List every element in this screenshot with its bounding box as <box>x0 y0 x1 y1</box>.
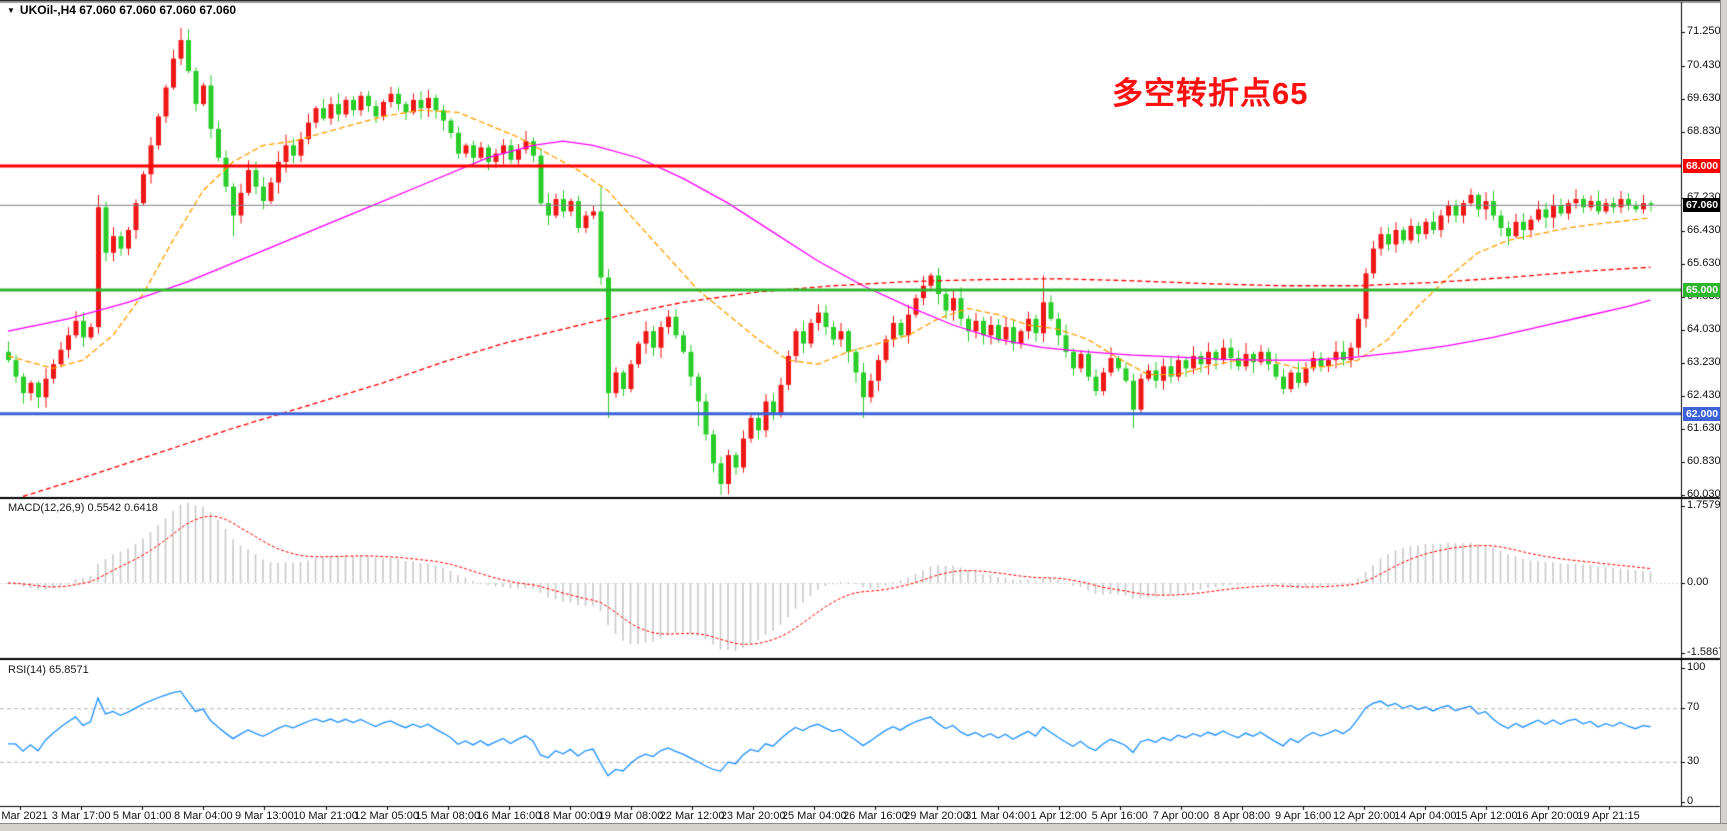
price-tick-label: 66.430 <box>1687 223 1721 236</box>
window-right-edge <box>1720 0 1727 831</box>
time-axis-label: 19 Mar 08:00 <box>598 810 664 822</box>
rsi-axis-label: 0 <box>1687 795 1694 807</box>
time-axis-label: 9 Mar 13:00 <box>235 810 294 822</box>
time-axis-label: 16 Mar 16:00 <box>476 810 542 822</box>
time-axis-label: 9 Apr 16:00 <box>1274 810 1332 822</box>
price-level-badge: 65.000 <box>1683 282 1721 297</box>
rsi-axis-label: 30 <box>1687 754 1700 767</box>
time-axis-label: 26 Mar 16:00 <box>842 810 908 822</box>
price-tick-label: 63.230 <box>1687 356 1721 368</box>
price-tick-label: 69.630 <box>1687 91 1721 104</box>
time-axis-label: 25 Mar 04:00 <box>781 810 847 822</box>
chart-dropdown-icon[interactable]: ▼ <box>7 6 15 15</box>
time-axis-label: 29 Mar 20:00 <box>904 810 969 822</box>
rsi-axis-label: 70 <box>1687 701 1700 714</box>
time-axis-label: 5 Apr 16:00 <box>1091 810 1148 822</box>
macd-axis-label: 0.00 <box>1687 576 1709 588</box>
time-axis-label: 3 Mar 17:00 <box>51 810 111 822</box>
time-axis-label: 7 Apr 00:00 <box>1152 810 1210 822</box>
macd-axis-label: 1.7579 <box>1687 498 1721 511</box>
macd-axis-label: -1.5867 <box>1687 645 1725 658</box>
time-axis-label: 31 Mar 04:00 <box>965 810 1030 822</box>
price-tick-label: 64.030 <box>1687 322 1721 335</box>
price-tick-label: 71.250 <box>1687 24 1721 37</box>
window-bottom-edge <box>0 823 1727 831</box>
time-axis-label: 15 Apr 12:00 <box>1455 810 1518 822</box>
time-axis-label: 12 Apr 20:00 <box>1332 810 1396 822</box>
rsi-indicator-label: RSI(14) 65.8571 <box>8 664 89 676</box>
price-level-badge: 68.000 <box>1683 159 1721 173</box>
price-tick-label: 61.630 <box>1687 422 1721 435</box>
chart-title-text: UKOil-,H4 67.060 67.060 67.060 67.060 <box>19 3 237 17</box>
price-tick-label: 70.430 <box>1687 58 1721 71</box>
current-price-badge: 67.060 <box>1683 197 1721 212</box>
time-axis-label: 23 Mar 20:00 <box>720 810 786 822</box>
macd-indicator-label: MACD(12,26,9) 0.5542 0.6418 <box>8 502 158 514</box>
time-axis-label: 19 Apr 21:15 <box>1577 810 1640 822</box>
rsi-axis-label: 100 <box>1687 661 1706 673</box>
chart-title: ▼ UKOil-,H4 67.060 67.060 67.060 67.060 <box>7 3 236 17</box>
price-level-badge: 62.000 <box>1683 406 1721 421</box>
time-axis-label: 12 Mar 05:00 <box>354 810 419 822</box>
time-axis-label: 2 Mar 2021 <box>0 810 48 822</box>
time-axis-label: 14 Apr 04:00 <box>1394 810 1457 822</box>
price-tick-label: 60.030 <box>1687 488 1721 501</box>
time-axis-label: 22 Mar 12:00 <box>659 810 725 822</box>
price-tick-label: 62.430 <box>1687 389 1721 402</box>
time-axis-label: 16 Apr 20:00 <box>1516 810 1579 822</box>
time-axis-label: 1 Apr 12:00 <box>1030 810 1087 822</box>
price-tick-label: 60.830 <box>1687 455 1721 468</box>
chart-annotation-text: 多空转折点65 <box>1112 76 1309 111</box>
price-tick-label: 65.630 <box>1687 256 1721 269</box>
price-tick-label: 68.830 <box>1687 124 1721 137</box>
time-axis-label: 5 Mar 01:00 <box>112 810 172 822</box>
time-axis-label: 15 Mar 08:00 <box>415 810 481 822</box>
time-axis-label: 8 Apr 08:00 <box>1213 810 1271 822</box>
time-axis-label: 18 Mar 00:00 <box>537 810 603 822</box>
time-axis-label: 8 Mar 04:00 <box>173 810 233 822</box>
time-axis-label: 10 Mar 21:00 <box>293 810 358 822</box>
